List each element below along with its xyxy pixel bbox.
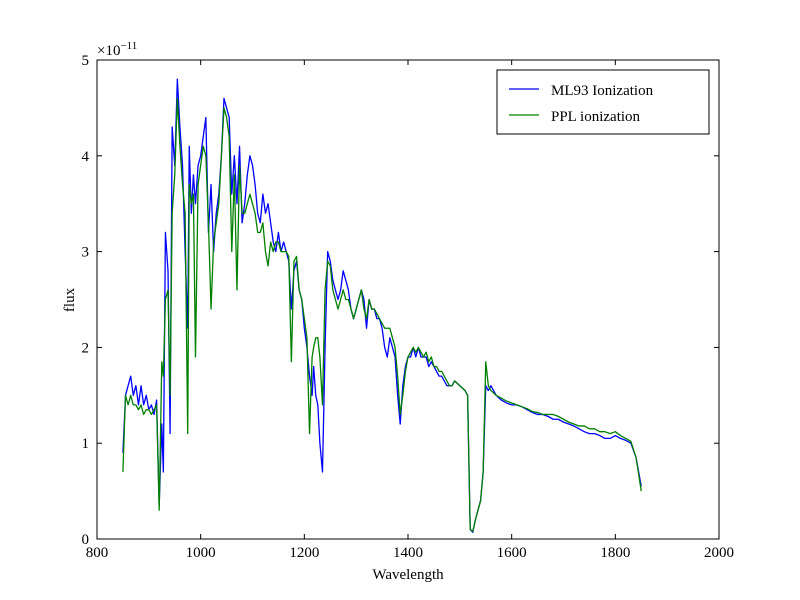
series-line: [122, 97, 642, 532]
legend-label: PPL ionization: [551, 109, 641, 125]
y-axis-label: flux: [62, 287, 78, 312]
y-tick-label: 4: [82, 149, 90, 165]
legend-box: [496, 69, 710, 135]
x-tick-label: 1000: [186, 545, 216, 561]
x-tick-label: 1400: [393, 545, 423, 561]
x-tick-label: 1800: [600, 545, 630, 561]
x-tick-label: 2000: [704, 545, 734, 561]
y-tick-label: 0: [82, 532, 90, 548]
offset-text: ×10−11: [97, 40, 137, 59]
x-tick-label: 1600: [497, 545, 527, 561]
x-axis-label: Wavelength: [372, 567, 444, 583]
x-tick-label: 800: [86, 545, 109, 561]
y-tick-label: 1: [82, 436, 90, 452]
offset-base: ×10: [97, 43, 120, 59]
legend-label: ML93 Ionization: [551, 83, 654, 99]
x-tick-label: 1200: [289, 545, 319, 561]
y-tick-label: 3: [82, 245, 90, 261]
offset-exponent: −11: [120, 40, 137, 52]
y-tick-label: 2: [82, 340, 90, 356]
y-tick-label: 5: [82, 53, 90, 69]
series-line: [122, 78, 642, 533]
